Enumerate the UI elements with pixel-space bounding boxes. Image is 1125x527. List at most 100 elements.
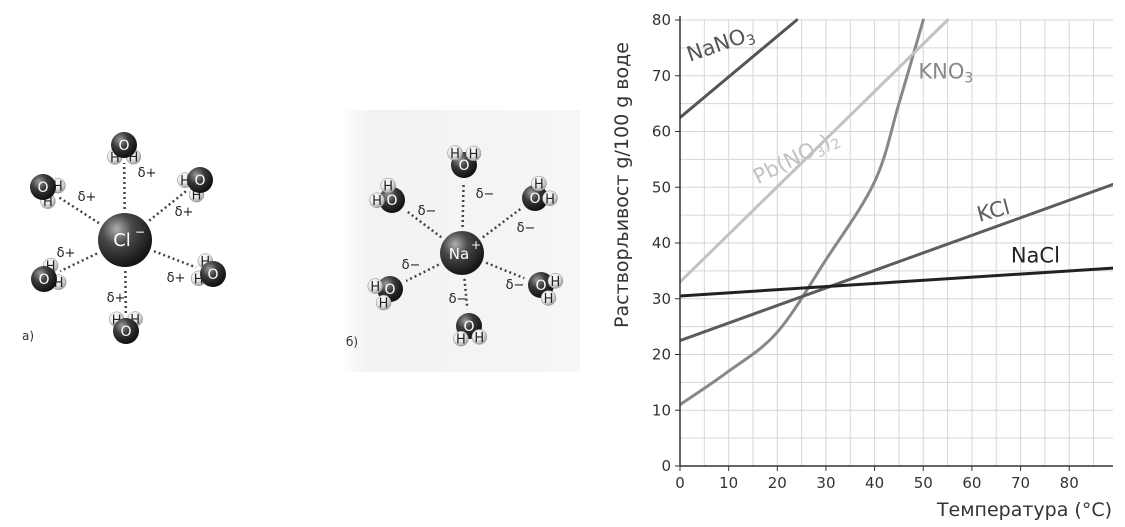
x-tick-labels: 0 10 20 30 40 50 60 70 80 xyxy=(675,466,1079,492)
water-molecule: HHO xyxy=(190,253,226,287)
center-ion-charge: − xyxy=(135,225,145,239)
solubility-chart: 0 10 20 30 40 50 60 70 80 0 10 20 30 40 50 60 70 80 NaNO… xyxy=(611,11,1113,521)
hydrogen-label: H xyxy=(469,147,479,162)
series-line-kno3 xyxy=(680,18,925,407)
oxygen-atom xyxy=(379,187,405,213)
hydrogen-label: H xyxy=(383,180,393,195)
hydrogen-label: H xyxy=(128,151,138,166)
x-tick-label: 40 xyxy=(865,474,884,492)
water-molecule: HHO xyxy=(31,257,67,292)
y-tick-label: 20 xyxy=(652,346,671,364)
partial-charge-label: δ+ xyxy=(138,166,157,181)
center-ion-symbol: Cl xyxy=(113,230,131,251)
hydrogen-atom xyxy=(447,145,463,161)
oxygen-label: O xyxy=(529,191,540,207)
x-tick-label: 10 xyxy=(719,474,738,492)
water-molecule: OHH xyxy=(522,175,558,211)
y-axis-label: Растворљивост g/100 g воде xyxy=(611,42,633,328)
attraction-dotted-line xyxy=(405,209,443,239)
y-tick-label: 60 xyxy=(652,123,671,141)
attraction-dotted-line xyxy=(57,195,100,225)
x-axis-label: Температура (°C) xyxy=(936,499,1112,521)
oxygen-atom xyxy=(113,318,139,344)
y-tick-label: 50 xyxy=(652,178,671,196)
y-tick-label: 70 xyxy=(652,67,671,85)
center-ion-symbol: Na xyxy=(449,245,469,263)
attraction-dotted-line xyxy=(153,250,197,269)
water-molecule: HHO xyxy=(30,174,66,210)
x-tick-label: 20 xyxy=(768,474,787,492)
partial-charge-label: δ+ xyxy=(57,246,76,261)
attraction-dotted-line xyxy=(405,263,440,283)
oxygen-label: O xyxy=(38,272,49,288)
series-line-pb-no3 xyxy=(680,18,950,284)
chart-grid xyxy=(680,19,1113,466)
center-ion xyxy=(440,231,484,275)
hydrogen-label: H xyxy=(379,297,389,312)
series-label-nacl: NaCl xyxy=(1011,244,1060,268)
hydrogen-atom xyxy=(453,330,469,347)
series-line-nacl xyxy=(680,266,1113,298)
y-tick-label: 40 xyxy=(652,234,671,252)
hydrogen-atom xyxy=(531,175,547,192)
chart-axes xyxy=(679,16,1113,467)
hydrogen-label: H xyxy=(551,275,561,290)
partial-charge-label: δ+ xyxy=(107,291,126,306)
hydrogen-label: H xyxy=(200,255,210,270)
oxygen-label: O xyxy=(463,319,474,335)
hydrogen-atom xyxy=(375,294,392,311)
y-tick-label: 80 xyxy=(652,11,671,29)
hydrogen-label: H xyxy=(130,313,140,328)
oxygen-label: O xyxy=(120,324,131,340)
hydrogen-label: H xyxy=(43,195,53,210)
x-tick-label: 70 xyxy=(1011,474,1030,492)
oxygen-atom xyxy=(200,261,226,287)
series-name: NaCl xyxy=(1011,244,1060,268)
y-tick-label: 10 xyxy=(652,401,671,419)
hydrogen-label: H xyxy=(180,174,190,189)
hydrogen-label: H xyxy=(545,192,555,207)
attraction-dotted-line xyxy=(59,252,98,273)
oxygen-atom xyxy=(187,167,213,193)
x-tick-label: 80 xyxy=(1060,474,1079,492)
series-line-nano3 xyxy=(680,18,799,120)
hydrogen-label: H xyxy=(534,178,544,193)
panel-label: б) xyxy=(346,335,358,349)
oxygen-atom xyxy=(522,185,548,211)
hydrogen-atom xyxy=(367,278,384,294)
hydrogen-atom xyxy=(465,145,482,162)
water-molecule: OHH xyxy=(369,177,405,213)
x-tick-label: 30 xyxy=(816,474,835,492)
center-ion-charge: + xyxy=(471,238,481,252)
y-tick-labels: 0 10 20 30 40 50 60 70 80 xyxy=(652,11,680,475)
x-tick-label: 50 xyxy=(914,474,933,492)
oxygen-label: O xyxy=(458,158,469,174)
partial-charge-label: δ+ xyxy=(78,190,97,205)
hydrogen-label: H xyxy=(456,333,466,348)
partial-charge-label: δ− xyxy=(402,258,421,273)
attraction-dotted-line xyxy=(485,261,525,280)
oxygen-label: O xyxy=(37,180,48,196)
hydrogen-atom xyxy=(369,192,385,208)
hydrogen-label: H xyxy=(372,194,382,209)
partial-charge-label: δ− xyxy=(506,278,525,293)
hydrogen-atom xyxy=(380,177,396,194)
hydrogen-label: H xyxy=(192,189,202,204)
hydrogen-label: H xyxy=(54,276,64,291)
attraction-dotted-line xyxy=(461,182,465,228)
oxygen-label: O xyxy=(384,282,395,298)
water-molecule: HHO xyxy=(107,132,142,166)
oxygen-label: O xyxy=(194,173,205,189)
oxygen-atom xyxy=(111,132,137,158)
x-tick-label: 60 xyxy=(962,474,981,492)
partial-charge-label: δ+ xyxy=(175,205,194,220)
series-label-kno3: KNO3 xyxy=(918,60,973,87)
hydrogen-label: H xyxy=(370,280,380,295)
hydrogen-label: H xyxy=(53,180,63,195)
